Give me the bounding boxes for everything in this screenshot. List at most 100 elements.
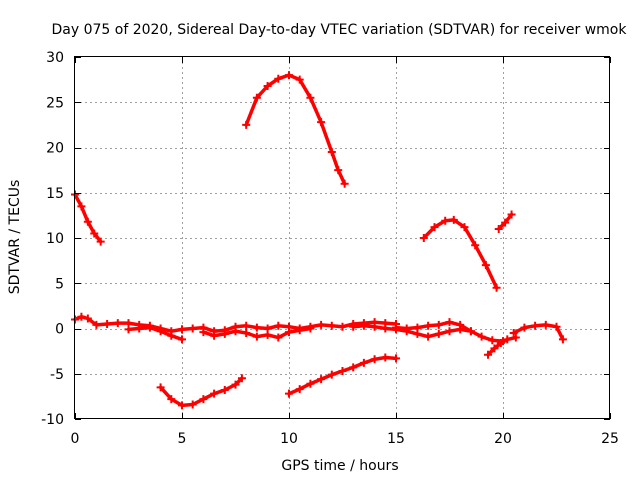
data-point [263,81,272,90]
data-point [381,353,390,362]
y-tick-label: 5 [55,276,64,292]
data-point [90,229,99,238]
data-point [210,389,219,398]
x-tick-label: 0 [71,431,80,447]
data-point [340,179,349,188]
data-point [413,323,422,332]
y-tick-label: -10 [41,412,64,428]
data-point [77,312,86,321]
data-point [103,319,112,328]
data-point [199,328,208,337]
series-arc-d [494,210,516,233]
data-point [392,354,400,363]
data-point [274,74,283,83]
data-point [285,71,293,80]
data-point [156,327,165,336]
data-point [295,75,304,84]
data-point [445,327,454,336]
data-point [434,320,443,329]
y-tick-label: 20 [46,141,64,157]
series-arc-j [199,324,315,342]
data-point [327,370,336,379]
data-point [242,329,251,338]
data-point [178,401,186,410]
data-point [242,321,251,330]
data-point [511,333,520,342]
data-point [490,344,499,353]
data-point [188,324,197,333]
data-point [231,327,240,336]
y-tick-label: 25 [46,95,64,111]
data-point [402,324,411,333]
data-point [424,321,433,330]
x-tick-label: 15 [387,431,405,447]
x-tick-label: 25 [601,431,619,447]
series-line [422,218,499,290]
data-point [220,329,229,338]
series-group [71,71,567,410]
data-point [456,320,465,329]
data-point [441,216,450,225]
x-axis-label: GPS time / hours [281,458,398,474]
data-point [167,331,176,340]
y-tick-label: 10 [46,231,64,247]
data-point [274,333,283,342]
data-point [295,385,304,394]
data-point [359,358,368,367]
data-point [263,330,272,339]
data-point [135,324,144,333]
x-tick-label: 20 [494,431,512,447]
data-point [327,321,336,330]
data-point [477,332,486,341]
data-point [492,283,501,292]
data-point [471,241,480,250]
series-arc-b [242,71,349,188]
data-point [178,325,186,334]
chart-title: Day 075 of 2020, Sidereal Day-to-day VTE… [52,22,628,38]
y-tick-label: 0 [55,322,64,338]
data-point [210,331,219,340]
series-arc-o [509,320,567,344]
data-point [520,323,529,332]
data-point [338,322,347,331]
data-point [424,332,433,341]
data-point [541,320,550,329]
data-point [252,332,261,341]
series-arc-f [285,353,400,398]
y-tick-label: -5 [50,367,64,383]
data-point [531,321,540,330]
data-point [188,400,197,409]
x-tick-label: 5 [178,431,187,447]
data-point [124,325,133,334]
series-arc-h [124,323,186,344]
data-point [252,323,261,332]
data-point [496,338,505,347]
y-axis-label: SDTVAR / TECUs [7,180,23,295]
data-point [460,223,469,232]
data-point [381,324,390,333]
series-arc-c [419,215,501,292]
data-point [145,323,154,332]
series-line [244,73,347,186]
data-point [237,374,246,383]
data-point [419,234,428,242]
data-point [231,380,240,389]
data-point [317,118,326,127]
data-point [392,323,400,332]
data-point [274,321,283,330]
data-point [306,322,315,331]
data-point [92,320,101,329]
data-point [509,329,518,338]
grid [75,57,610,419]
data-point [199,395,208,404]
data-point [501,218,510,227]
data-point [178,335,186,344]
data-point [113,319,122,328]
data-point [466,327,475,336]
data-point [484,350,493,359]
data-point [167,395,176,404]
data-point [220,386,229,395]
data-point [317,375,326,384]
series-arc-n [484,333,520,359]
